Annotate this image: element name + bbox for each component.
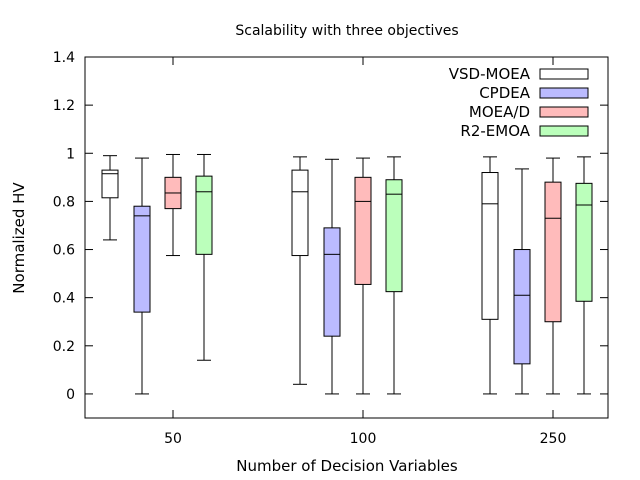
box-3-0 <box>195 153 213 361</box>
iqr-box <box>354 176 372 285</box>
legend-item: MOEA/D <box>469 103 589 121</box>
y-axis-ticks: 0 0.2 0.4 0.6 0.8 1 1.2 1.4 <box>53 50 608 403</box>
legend-item: R2-EMOA <box>460 122 589 140</box>
x-tick-label: 50 <box>164 431 182 447</box>
box-0-2 <box>481 156 499 395</box>
iqr-box <box>544 181 562 323</box>
iqr-box <box>481 172 499 320</box>
iqr-box <box>575 182 593 302</box>
box-3-1 <box>385 156 403 395</box>
y-tick-label: 0.8 <box>53 194 75 210</box>
legend-swatch <box>539 68 589 80</box>
legend-item: CPDEA <box>479 84 589 102</box>
legend-label: VSD-MOEA <box>449 65 531 83</box>
iqr-box <box>513 249 531 365</box>
y-tick-label: 1.2 <box>53 98 75 114</box>
box-1-1 <box>323 158 341 395</box>
iqr-box <box>195 175 213 255</box>
x-tick-label: 250 <box>540 431 567 447</box>
y-tick-label: 0.4 <box>53 291 75 307</box>
y-tick-label: 0.2 <box>53 339 75 355</box>
y-tick-label: 1.4 <box>53 50 75 66</box>
legend-label: R2-EMOA <box>460 122 530 140</box>
iqr-box <box>101 169 119 199</box>
box-1-0 <box>133 157 151 395</box>
box-3-2 <box>575 156 593 395</box>
box-0-1 <box>291 156 309 385</box>
chart-title: Scalability with three objectives <box>235 23 458 39</box>
legend-swatch <box>539 125 589 137</box>
iqr-box <box>291 169 309 257</box>
y-tick-label: 1 <box>66 146 75 162</box>
plot-frame <box>84 56 609 419</box>
x-axis-ticks: 50 100 250 <box>164 57 566 447</box>
legend-item: VSD-MOEA <box>449 65 589 83</box>
y-tick-label: 0.6 <box>53 243 75 259</box>
box-2-1 <box>354 157 372 395</box>
iqr-box <box>133 205 151 313</box>
iqr-box <box>385 179 403 293</box>
legend-swatch <box>539 106 589 118</box>
legend-swatch <box>539 87 589 99</box>
x-axis-label: Number of Decision Variables <box>236 457 458 475</box>
iqr-box <box>323 227 341 337</box>
y-axis-label: Normalized HV <box>10 182 28 294</box>
box-2-0 <box>164 153 182 257</box>
box-1-2 <box>513 168 531 395</box>
box-2-2 <box>544 157 562 395</box>
box-plot-series <box>101 153 593 395</box>
legend-label: MOEA/D <box>469 103 530 121</box>
box-0-0 <box>101 155 119 241</box>
y-tick-label: 0 <box>66 387 75 403</box>
x-tick-label: 100 <box>350 431 377 447</box>
legend-label: CPDEA <box>479 84 531 102</box>
